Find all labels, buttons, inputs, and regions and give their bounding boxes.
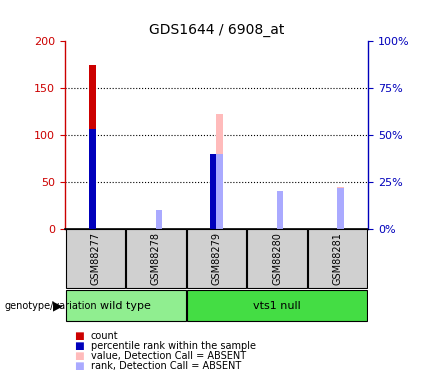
- FancyBboxPatch shape: [187, 290, 368, 321]
- Text: GSM88277: GSM88277: [90, 232, 100, 285]
- FancyBboxPatch shape: [187, 230, 246, 288]
- Text: percentile rank within the sample: percentile rank within the sample: [91, 341, 256, 351]
- Text: ■: ■: [74, 341, 84, 351]
- Text: rank, Detection Call = ABSENT: rank, Detection Call = ABSENT: [91, 361, 241, 371]
- FancyBboxPatch shape: [308, 230, 368, 288]
- Text: wild type: wild type: [100, 301, 151, 310]
- Bar: [337, 187, 344, 229]
- Text: count: count: [91, 331, 119, 340]
- Bar: [89, 129, 96, 229]
- Bar: [277, 191, 284, 229]
- FancyBboxPatch shape: [65, 230, 125, 288]
- Text: ■: ■: [74, 331, 84, 340]
- Bar: [337, 188, 344, 229]
- FancyBboxPatch shape: [65, 290, 186, 321]
- FancyBboxPatch shape: [126, 230, 186, 288]
- Bar: [216, 154, 223, 229]
- Text: genotype/variation: genotype/variation: [4, 301, 97, 310]
- Text: value, Detection Call = ABSENT: value, Detection Call = ABSENT: [91, 351, 246, 361]
- Bar: [210, 154, 217, 229]
- Text: ■: ■: [74, 361, 84, 371]
- Text: GSM88279: GSM88279: [211, 232, 222, 285]
- Text: GSM88280: GSM88280: [272, 232, 282, 285]
- Text: ■: ■: [74, 351, 84, 361]
- Title: GDS1644 / 6908_at: GDS1644 / 6908_at: [149, 24, 284, 38]
- FancyBboxPatch shape: [247, 230, 307, 288]
- Bar: [216, 114, 223, 229]
- Text: GSM88278: GSM88278: [151, 232, 161, 285]
- Text: vts1 null: vts1 null: [253, 301, 301, 310]
- Bar: [155, 220, 162, 229]
- Bar: [89, 64, 96, 229]
- Text: GSM88281: GSM88281: [333, 232, 343, 285]
- Bar: [155, 210, 162, 229]
- Text: ▶: ▶: [53, 299, 63, 312]
- Bar: [277, 194, 284, 229]
